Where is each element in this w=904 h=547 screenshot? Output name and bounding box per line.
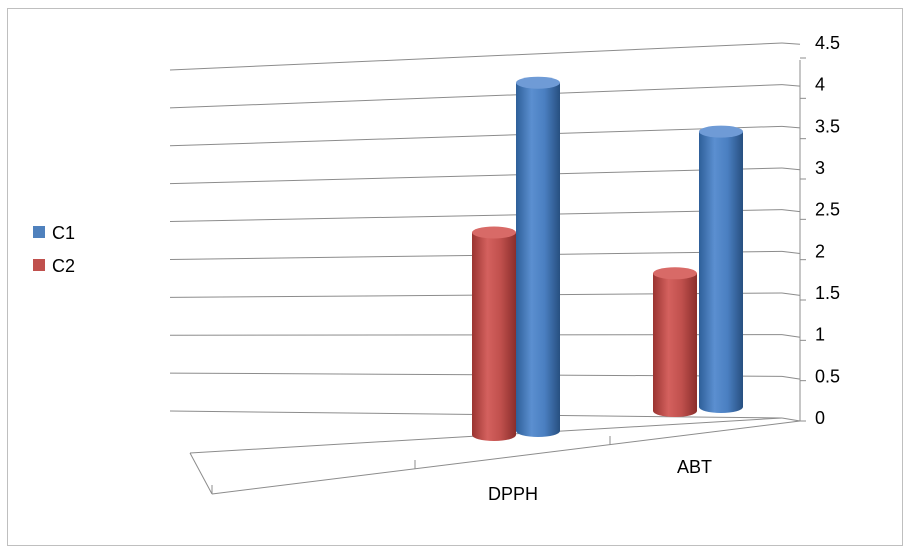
- legend-swatch-c2: [33, 259, 45, 271]
- y-tick-label: 1: [815, 325, 825, 345]
- gridline-side: [781, 209, 801, 213]
- legend: C1 C2: [33, 223, 75, 276]
- bar-C2-DPPH: [472, 226, 516, 441]
- bar-top: [653, 267, 697, 280]
- bar-body: [653, 273, 697, 417]
- y-tick-label: 2.5: [815, 200, 840, 220]
- axis-labels: 0 0.5 1 1.5 2 2.5 3 3.5 4 4.5 DPPH ABT: [488, 33, 840, 504]
- gridline-side: [781, 375, 801, 380]
- gridline: [169, 42, 783, 71]
- gridline: [169, 167, 783, 185]
- x-tick-label: ABT: [677, 457, 712, 477]
- gridline: [169, 209, 783, 223]
- y-tick-label: 0: [815, 408, 825, 428]
- gridline-side: [781, 42, 801, 45]
- y-tick-label: 4: [815, 75, 825, 95]
- gridline-side: [781, 417, 801, 422]
- bars: [472, 76, 743, 441]
- bar-body: [472, 232, 516, 441]
- floor-left-edge: [189, 452, 213, 495]
- bar-body: [516, 82, 560, 437]
- y-tick-label: 4.5: [815, 33, 840, 53]
- bar-top: [516, 76, 560, 89]
- gridline: [169, 125, 783, 147]
- gridline-side: [781, 292, 801, 296]
- y-tick-label: 3: [815, 158, 825, 178]
- x-axis-line: [211, 420, 801, 495]
- gridline-side: [781, 84, 801, 87]
- gridline-side: [781, 125, 801, 129]
- legend-label-c1: C1: [52, 223, 75, 243]
- gridline-side: [781, 250, 801, 255]
- gridline: [169, 84, 783, 109]
- bar-top: [472, 226, 516, 239]
- gridline-side: [781, 167, 801, 171]
- chart-frame: [7, 8, 903, 546]
- bar-C1-DPPH: [516, 76, 560, 437]
- legend-label-c2: C2: [52, 256, 75, 276]
- y-tick-label: 1.5: [815, 283, 840, 303]
- bar-top: [699, 125, 743, 138]
- bar-C2-ABT: [653, 267, 697, 417]
- x-tick-label: DPPH: [488, 484, 538, 504]
- y-tick-label: 0.5: [815, 366, 840, 386]
- y-tick-label: 3.5: [815, 116, 840, 136]
- bar-body: [699, 131, 743, 413]
- y-tick-label: 2: [815, 241, 825, 261]
- legend-swatch-c1: [33, 226, 45, 238]
- bar-C1-ABT: [699, 125, 743, 413]
- axes: [189, 57, 806, 495]
- gridline-side: [781, 334, 801, 338]
